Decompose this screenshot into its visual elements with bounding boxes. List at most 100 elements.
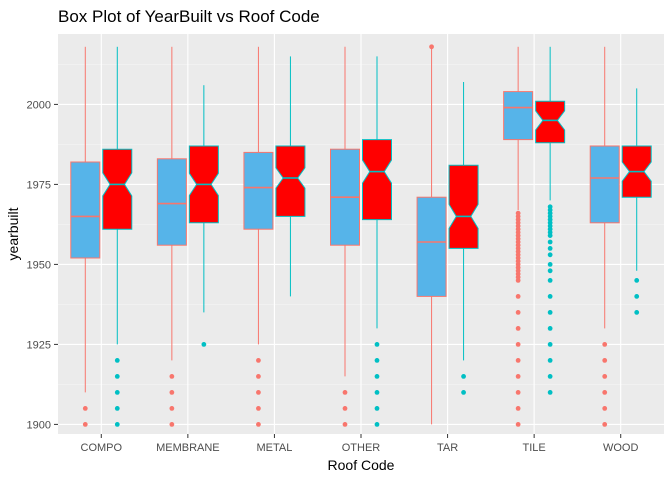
box-metal-series-2 [275,56,306,297]
outlier-point [515,390,521,395]
outlier-point [547,278,553,283]
box-compo-series-2 [102,46,133,427]
outlier-point [461,390,466,395]
outlier-point [374,406,380,411]
box-body [589,145,620,224]
outlier-point [374,358,380,363]
outlier-point [256,406,261,411]
outlier-point [429,44,434,50]
x-axis-title: Roof Code [328,457,395,473]
outlier-point [461,374,466,379]
outlier-point [602,374,608,379]
box-tar-series-1 [416,44,447,425]
outlier-point [547,239,553,245]
y-tick-label: 1950 [27,259,51,271]
box-tile-series-1 [503,46,534,427]
outlier-point [547,246,553,251]
outlier-point [547,252,553,258]
outlier-point [169,374,175,379]
outlier-point [547,204,553,210]
chart-title: Box Plot of YearBuilt vs Roof Code [58,7,320,26]
box-body [70,161,101,259]
outlier-point [634,310,640,315]
outlier-point [515,326,521,331]
outlier-point [515,294,521,299]
outlier-point [374,374,380,379]
outlier-point [515,422,521,427]
outlier-point [602,342,608,347]
axes: 1900 1925 1950 1975 2000 COMPO MEMBRANE METAL OT… [27,99,639,454]
outlier-point [515,210,521,216]
outlier-point [547,342,553,347]
outlier-point [547,374,553,379]
y-tick-label: 1900 [27,419,51,431]
box-body [243,151,274,230]
box-tar-series-2 [448,82,479,395]
box-other-series-1 [330,46,360,427]
outlier-point [169,406,175,411]
outlier-point [515,358,521,363]
outlier-point [547,358,553,363]
x-tick-label: WOOD [603,442,638,454]
box-body [416,196,447,297]
outlier-point [256,390,261,395]
outlier-point [602,422,608,427]
outlier-point [602,390,608,395]
x-tick-label: TAR [437,442,458,454]
outlier-point [256,422,261,427]
outlier-point [114,358,120,363]
box-membrane-series-1 [156,46,187,427]
y-tick-label: 1975 [27,179,51,191]
outlier-point [634,278,640,283]
outlier-point [82,406,88,411]
outlier-point [169,390,175,395]
outlier-point [342,406,348,411]
outlier-point [602,358,608,363]
outlier-point [634,294,640,299]
outlier-point [114,422,120,427]
x-tick-label: TILE [523,442,546,454]
outlier-point [374,390,380,395]
box-body [156,158,187,246]
y-tick-label: 2000 [27,99,51,111]
outlier-point [342,390,348,395]
outlier-point [547,268,553,274]
box-compo-series-1 [70,46,101,427]
boxes [70,44,652,427]
outlier-point [256,358,261,363]
outlier-point [82,422,88,427]
box-wood-series-1 [589,46,620,427]
x-tick-label: MEMBRANE [156,442,220,454]
x-tick-label: COMPO [81,442,123,454]
outlier-point [256,374,261,379]
box-tile-series-2 [535,46,566,395]
box-body [362,139,392,221]
outlier-point [114,374,120,379]
box-other-series-2 [362,56,392,427]
y-tick-label: 1925 [27,339,51,351]
outlier-point [602,406,608,411]
box-metal-series-1 [243,46,274,427]
outlier-point [547,310,553,315]
box-body [503,91,534,141]
outlier-point [374,342,380,347]
x-tick-label: METAL [256,442,292,454]
outlier-point [547,326,553,331]
outlier-point [515,406,521,411]
box-wood-series-2 [621,88,652,315]
outlier-point [547,262,553,267]
outlier-point [515,342,521,347]
outlier-point [169,422,175,427]
x-tick-label: OTHER [342,442,381,454]
box-body [102,148,133,230]
outlier-point [515,374,521,379]
outlier-point [201,342,207,347]
box-membrane-series-2 [188,85,219,347]
box-body [535,100,566,144]
box-body [448,164,479,249]
outlier-point [374,422,380,427]
outlier-point [342,422,348,427]
outlier-point [547,390,553,395]
outlier-point [547,294,553,299]
